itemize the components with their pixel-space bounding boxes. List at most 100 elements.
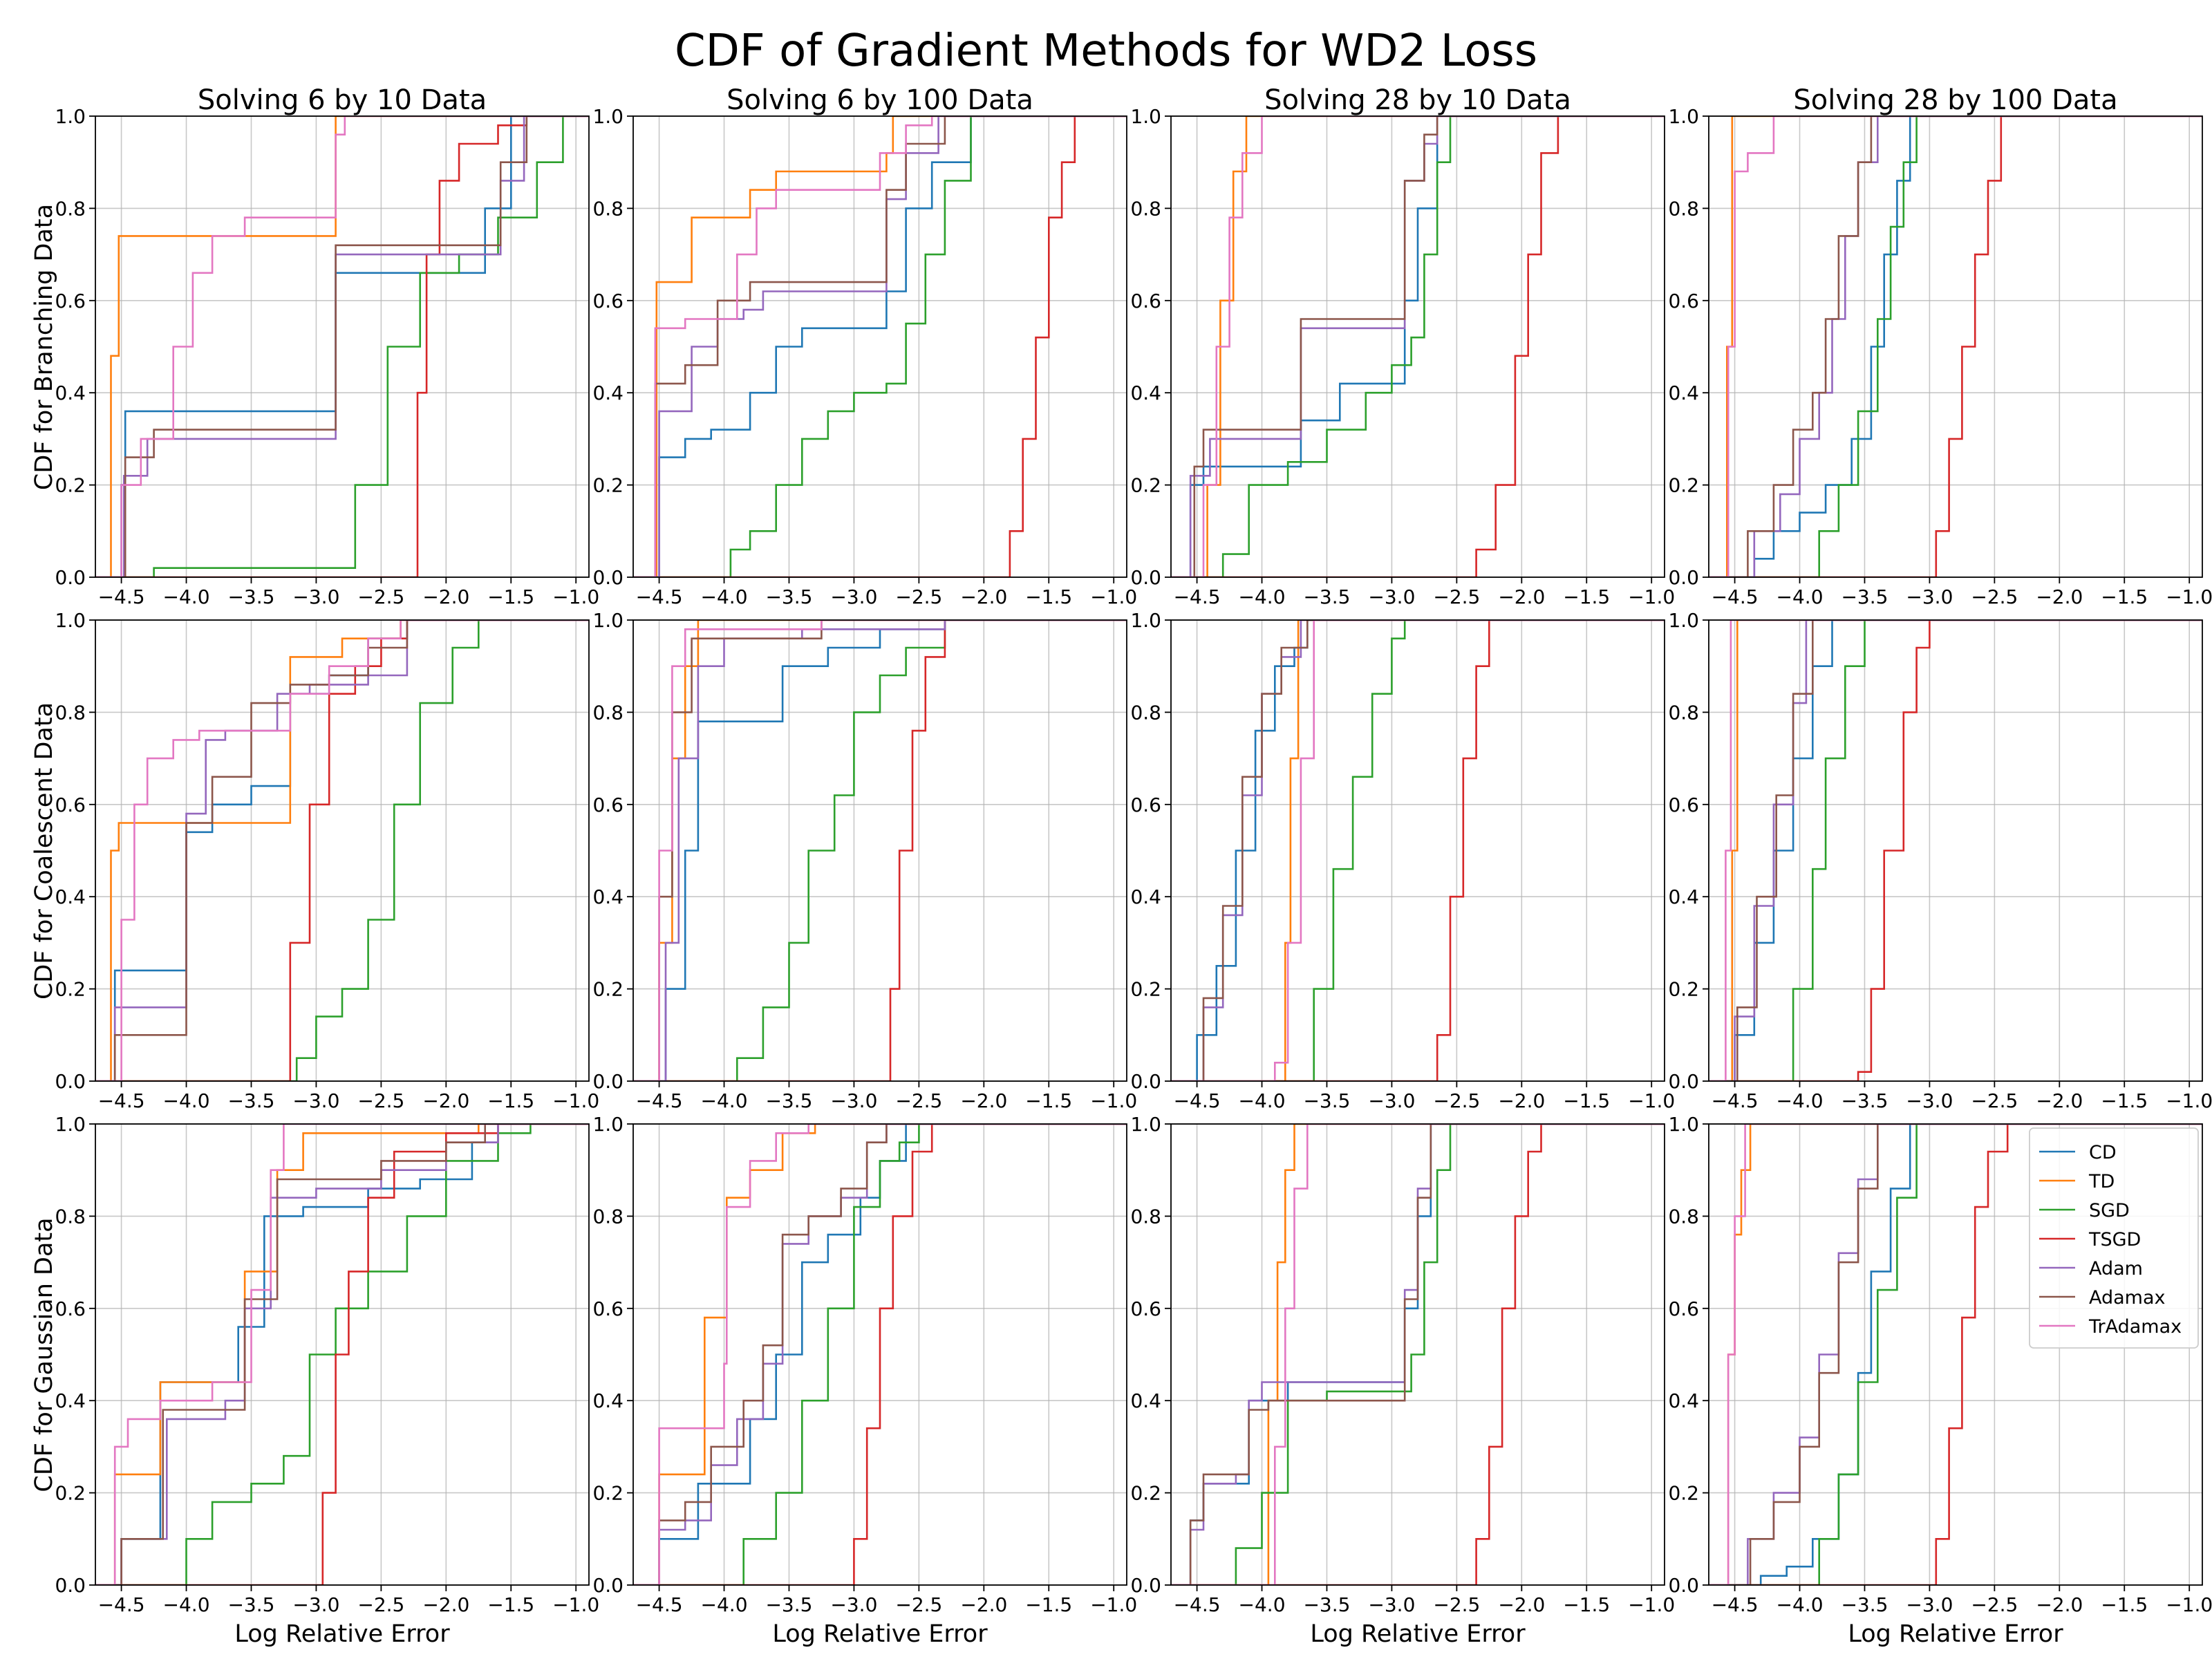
x-tick-label: −2.5 bbox=[1971, 585, 2018, 608]
x-tick-label: −4.0 bbox=[1777, 1089, 1824, 1112]
x-tick-label: −3.5 bbox=[227, 1593, 274, 1616]
row-label: CDF for Coalescent Data bbox=[30, 702, 58, 1000]
axes-frame bbox=[1708, 619, 2203, 1082]
x-tick-label: −3.5 bbox=[1841, 585, 1888, 608]
y-tick-label: 0.0 bbox=[592, 1070, 624, 1093]
y-tick-label: 0.8 bbox=[1130, 701, 1161, 724]
subplot-r2-c3: −4.5 −4.0 −3.5 −3.0 −2.5 −2.0 −1.5 −1.0 0.0 0.2 0.… bbox=[1668, 1113, 2212, 1648]
y-tick-label: 0.2 bbox=[1130, 978, 1161, 1001]
x-tick-label: −4.0 bbox=[1777, 1593, 1824, 1616]
legend-box bbox=[2029, 1127, 2199, 1349]
y-tick-label: 0.0 bbox=[1130, 566, 1161, 589]
x-tick-label: −3.5 bbox=[1303, 585, 1350, 608]
x-tick-label: −2.0 bbox=[1498, 1593, 1545, 1616]
series-line-tradamax bbox=[95, 620, 589, 1081]
x-tick-label: −4.0 bbox=[701, 585, 748, 608]
y-tick-label: 0.4 bbox=[1130, 1389, 1161, 1412]
series-line-td bbox=[1171, 116, 1665, 577]
axes-frame bbox=[1170, 619, 1665, 1082]
x-tick-label: −3.5 bbox=[227, 1089, 274, 1112]
series-line-tradamax bbox=[1709, 620, 2202, 1081]
x-tick-label: −3.0 bbox=[830, 1089, 877, 1112]
y-tick-label: 0.8 bbox=[592, 1205, 624, 1228]
y-tick-label: 0.6 bbox=[1130, 794, 1161, 816]
y-tick-label: 0.2 bbox=[592, 474, 624, 497]
legend-label: CD bbox=[2089, 1142, 2117, 1163]
x-tick-label: −3.5 bbox=[227, 585, 274, 608]
x-tick-label: −1.5 bbox=[1025, 1089, 1072, 1112]
y-tick-label: 0.2 bbox=[592, 1482, 624, 1505]
y-tick-label: 0.4 bbox=[592, 382, 624, 404]
x-tick-label: −2.0 bbox=[422, 585, 469, 608]
y-tick-label: 0.8 bbox=[1668, 701, 1699, 724]
series-line-adamax bbox=[1709, 620, 2202, 1081]
series-line-tsgd bbox=[95, 1124, 589, 1585]
y-tick-label: 0.8 bbox=[55, 1205, 86, 1228]
y-tick-label: 0.0 bbox=[55, 1574, 86, 1597]
x-tick-label: −3.0 bbox=[292, 585, 339, 608]
subplot-r0-c1: −4.5 −4.0 −3.5 −3.0 −2.5 −2.0 −1.5 −1.0 0.0 0.2 0.… bbox=[592, 105, 1137, 608]
y-tick-label: 0.0 bbox=[1130, 1574, 1161, 1597]
x-tick-label: −4.5 bbox=[98, 1089, 145, 1112]
x-tick-label: −2.5 bbox=[1433, 1593, 1480, 1616]
legend-entry: TrAdamax bbox=[2039, 1316, 2182, 1338]
x-tick-label: −3.0 bbox=[1906, 1593, 1953, 1616]
x-tick-label: −4.0 bbox=[1777, 585, 1824, 608]
series-line-adam bbox=[1709, 620, 2202, 1081]
series-line-sgd bbox=[1171, 620, 1665, 1081]
x-tick-label: −3.5 bbox=[1303, 1089, 1350, 1112]
series-line-adamax bbox=[633, 620, 1127, 1081]
y-tick-label: 0.6 bbox=[1668, 794, 1699, 816]
series-line-tradamax bbox=[633, 620, 1127, 1081]
series-line-td bbox=[95, 116, 589, 577]
x-tick-label: −1.0 bbox=[2166, 1089, 2212, 1112]
x-tick-label: −2.0 bbox=[2036, 585, 2083, 608]
y-tick-label: 1.0 bbox=[1130, 1113, 1161, 1136]
series-line-cd bbox=[1709, 620, 2202, 1081]
legend-entry: Adam bbox=[2039, 1258, 2143, 1280]
x-tick-label: −4.0 bbox=[1239, 585, 1286, 608]
y-tick-label: 0.8 bbox=[592, 197, 624, 220]
series-line-adamax bbox=[1171, 116, 1665, 577]
x-tick-label: −1.5 bbox=[2101, 1089, 2148, 1112]
series-line-sgd bbox=[633, 620, 1127, 1081]
axes-frame bbox=[95, 619, 590, 1082]
x-tick-label: −3.5 bbox=[1841, 1593, 1888, 1616]
y-tick-label: 0.8 bbox=[55, 701, 86, 724]
series-group bbox=[1709, 116, 2202, 577]
series-line-tsgd bbox=[1709, 116, 2202, 577]
y-tick-label: 0.6 bbox=[1668, 290, 1699, 312]
series-line-tradamax bbox=[95, 116, 589, 577]
series-line-cd bbox=[1171, 620, 1665, 1081]
x-tick-label: −1.5 bbox=[2101, 1593, 2148, 1616]
y-tick-label: 0.4 bbox=[55, 382, 86, 404]
y-tick-label: 0.2 bbox=[55, 474, 86, 497]
y-tick-label: 0.2 bbox=[1130, 474, 1161, 497]
y-tick-label: 1.0 bbox=[1668, 105, 1699, 128]
series-line-adam bbox=[1171, 116, 1665, 577]
x-tick-label: −1.0 bbox=[552, 585, 599, 608]
x-tick-label: −1.5 bbox=[487, 585, 534, 608]
figure-title: CDF of Gradient Methods for WD2 Loss bbox=[675, 26, 1537, 77]
series-line-tsgd bbox=[633, 116, 1127, 577]
series-line-adam bbox=[95, 116, 589, 577]
series-line-tradamax bbox=[1171, 1124, 1665, 1585]
legend-entry: TD bbox=[2039, 1171, 2115, 1192]
x-tick-label: −4.5 bbox=[1712, 585, 1759, 608]
row-label: CDF for Branching Data bbox=[30, 204, 58, 490]
series-line-adamax bbox=[633, 1124, 1127, 1585]
x-tick-label: −1.0 bbox=[2166, 585, 2212, 608]
y-tick-label: 0.4 bbox=[1130, 382, 1161, 404]
series-line-sgd bbox=[95, 620, 589, 1081]
x-tick-label: −2.0 bbox=[2036, 1089, 2083, 1112]
series-line-adamax bbox=[95, 116, 589, 577]
series-line-td bbox=[1709, 116, 2202, 577]
y-tick-label: 0.0 bbox=[1668, 566, 1699, 589]
x-tick-label: −4.5 bbox=[1174, 1089, 1221, 1112]
y-tick-label: 1.0 bbox=[55, 609, 86, 632]
axes-frame bbox=[1170, 115, 1665, 578]
x-tick-label: −2.0 bbox=[960, 1089, 1007, 1112]
series-line-tsgd bbox=[95, 116, 589, 577]
x-tick-label: −2.5 bbox=[357, 585, 404, 608]
series-group bbox=[95, 116, 589, 577]
